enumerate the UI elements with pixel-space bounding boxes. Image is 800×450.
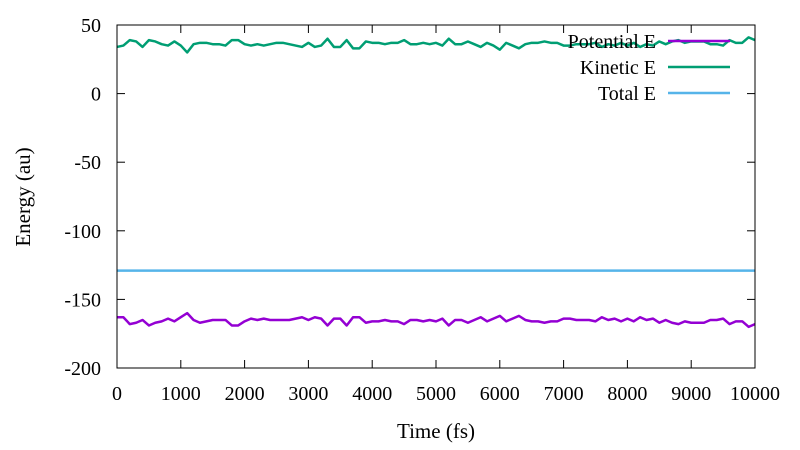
x-tick-label: 4000 [352, 383, 392, 405]
x-tick-label: 3000 [288, 383, 328, 405]
x-tick-label: 1000 [161, 383, 201, 405]
y-tick-label: -150 [64, 289, 101, 311]
y-tick-label: 50 [81, 15, 101, 37]
y-tick-label: -100 [64, 221, 101, 243]
x-tick-label: 8000 [607, 383, 647, 405]
legend-label-kinetic-e: Kinetic E [580, 57, 656, 79]
legend-label-potential-e: Potential E [568, 31, 656, 53]
y-axis-title: Energy (au) [11, 147, 35, 246]
series-line-kinetic-e [116, 36, 756, 54]
x-tick-label: 7000 [544, 383, 584, 405]
y-tick-label: -200 [64, 358, 101, 380]
series-layer [116, 36, 756, 329]
legend-label-total-e: Total E [598, 83, 656, 105]
x-tick-label: 5000 [416, 383, 456, 405]
plot-frame [116, 24, 756, 369]
x-tick-label: 0 [112, 383, 122, 405]
x-tick-label: 9000 [671, 383, 711, 405]
x-axis-title: Time (fs) [397, 419, 475, 443]
y-tick-label: -50 [74, 152, 101, 174]
legend: Potential E Kinetic E Total E [568, 31, 730, 105]
x-tick-label: 10000 [730, 383, 780, 405]
x-tick-label: 6000 [480, 383, 520, 405]
series-line-potential-e [117, 311, 756, 329]
x-tick-label: 2000 [225, 383, 265, 405]
y-tick-label: 0 [91, 84, 101, 106]
ticks-layer: 0 1000 2000 3000 4000 5000 6000 7000 8000 9000 100… [64, 15, 780, 405]
